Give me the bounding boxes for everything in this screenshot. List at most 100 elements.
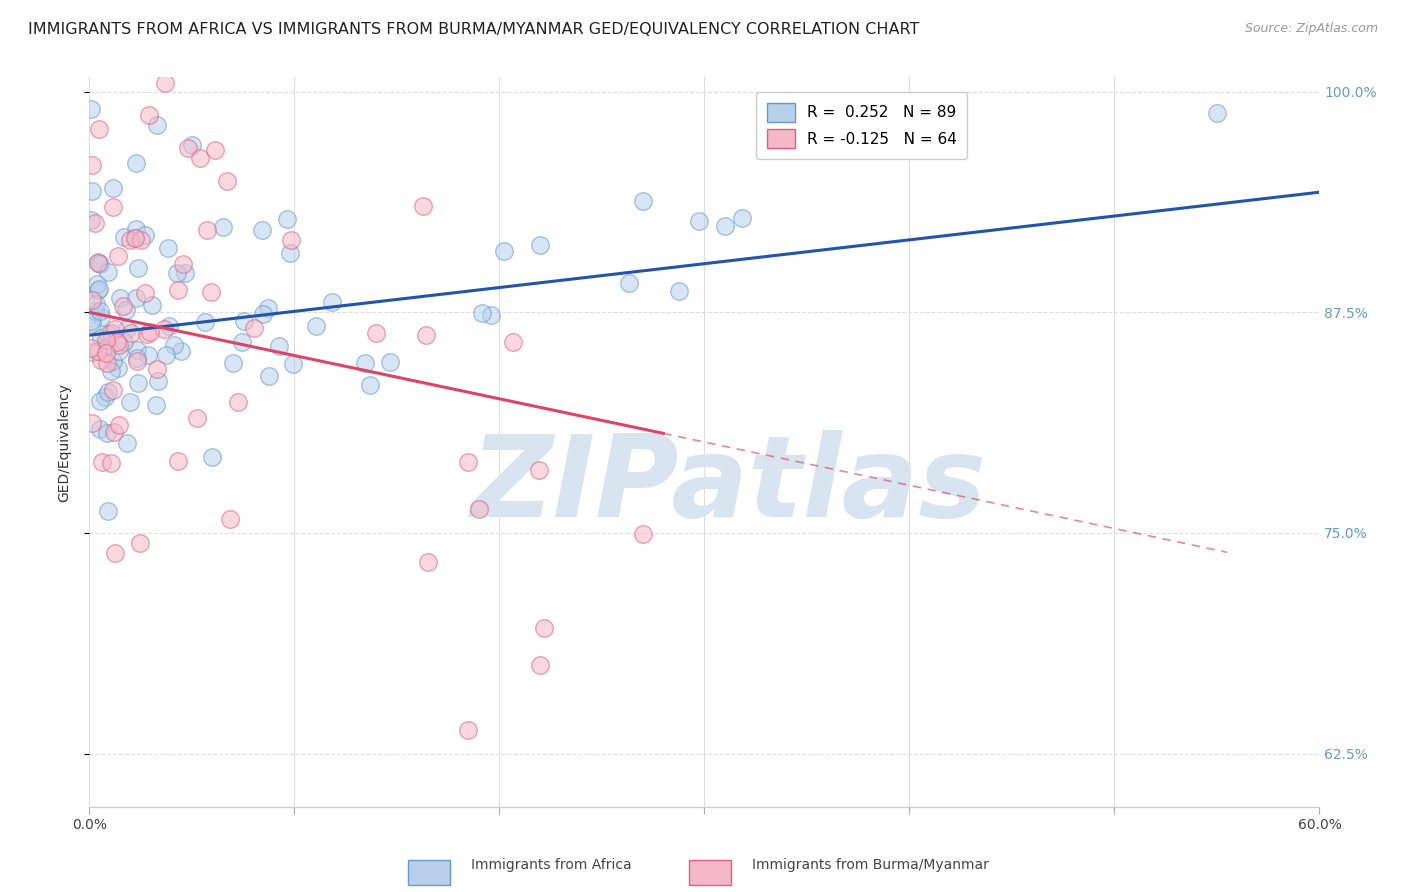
Point bbox=[321, 294, 343, 309]
Point bbox=[89, 257, 111, 271]
Text: Immigrants from Africa: Immigrants from Africa bbox=[471, 858, 631, 872]
Point bbox=[668, 284, 690, 298]
Point bbox=[112, 335, 135, 350]
Point bbox=[125, 353, 148, 368]
Point bbox=[118, 395, 141, 409]
Point bbox=[222, 356, 245, 370]
Point bbox=[533, 621, 555, 635]
Point bbox=[269, 339, 291, 353]
Point bbox=[181, 137, 204, 152]
Point bbox=[527, 463, 550, 477]
Point bbox=[232, 314, 254, 328]
Point bbox=[87, 283, 110, 297]
Point bbox=[619, 277, 641, 291]
Point bbox=[195, 223, 218, 237]
Point bbox=[108, 418, 131, 433]
Point bbox=[112, 299, 135, 313]
Point bbox=[96, 333, 118, 347]
Point bbox=[80, 341, 103, 355]
Point bbox=[139, 325, 162, 339]
Point bbox=[80, 316, 103, 330]
Point bbox=[731, 211, 754, 225]
Point bbox=[170, 344, 193, 359]
Point bbox=[80, 158, 103, 172]
Point bbox=[153, 76, 176, 90]
Point bbox=[124, 231, 146, 245]
Point bbox=[257, 301, 280, 315]
Point bbox=[457, 455, 479, 469]
Point bbox=[83, 304, 105, 318]
Point bbox=[89, 422, 111, 436]
Point bbox=[125, 156, 148, 170]
Point bbox=[127, 376, 149, 390]
Legend: R =  0.252   N = 89, R = -0.125   N = 64: R = 0.252 N = 89, R = -0.125 N = 64 bbox=[756, 93, 967, 159]
Y-axis label: GED/Equivalency: GED/Equivalency bbox=[58, 383, 72, 501]
Point bbox=[1206, 105, 1229, 120]
Point bbox=[136, 348, 159, 362]
Point bbox=[129, 233, 152, 247]
Point bbox=[145, 118, 167, 132]
Point bbox=[215, 174, 238, 188]
Point bbox=[129, 536, 152, 550]
Point bbox=[471, 306, 494, 320]
Point bbox=[166, 266, 188, 280]
Point bbox=[80, 416, 103, 430]
Point bbox=[494, 244, 516, 258]
Point bbox=[93, 390, 115, 404]
Point bbox=[529, 238, 551, 252]
Point bbox=[148, 374, 170, 388]
Point bbox=[120, 326, 142, 341]
Point bbox=[124, 231, 146, 245]
Point bbox=[87, 344, 110, 359]
Point bbox=[84, 297, 107, 311]
Point bbox=[90, 331, 112, 345]
Point bbox=[89, 304, 111, 318]
Point bbox=[103, 425, 125, 439]
Point bbox=[211, 219, 233, 234]
Point bbox=[157, 241, 180, 255]
Point bbox=[529, 657, 551, 672]
Point bbox=[177, 141, 200, 155]
Point bbox=[714, 219, 737, 233]
Point bbox=[127, 260, 149, 275]
Point bbox=[201, 450, 224, 464]
Point bbox=[305, 319, 328, 334]
Point bbox=[631, 527, 654, 541]
Point bbox=[104, 546, 127, 560]
Point bbox=[127, 343, 149, 358]
Point bbox=[82, 184, 104, 198]
Point bbox=[82, 345, 104, 359]
Point bbox=[80, 102, 103, 116]
Point bbox=[97, 385, 120, 400]
Point bbox=[117, 322, 139, 336]
Point bbox=[378, 354, 401, 368]
Point bbox=[87, 282, 110, 296]
Point bbox=[145, 398, 167, 412]
Point bbox=[631, 194, 654, 208]
Point bbox=[112, 230, 135, 244]
Point bbox=[502, 334, 524, 349]
Point bbox=[136, 326, 159, 341]
Point bbox=[101, 200, 124, 214]
Point bbox=[243, 320, 266, 334]
Point bbox=[108, 344, 131, 359]
Point bbox=[101, 354, 124, 368]
Point bbox=[94, 346, 117, 360]
Point bbox=[366, 326, 388, 340]
Point bbox=[125, 222, 148, 236]
Point bbox=[82, 293, 104, 308]
Point bbox=[103, 384, 125, 398]
Point bbox=[412, 199, 434, 213]
Point bbox=[468, 501, 491, 516]
Point bbox=[86, 277, 108, 292]
Point bbox=[86, 255, 108, 269]
Point bbox=[96, 426, 118, 441]
Point bbox=[688, 214, 710, 228]
Point bbox=[107, 337, 129, 351]
Point bbox=[188, 151, 211, 165]
Point bbox=[96, 356, 118, 370]
Point bbox=[89, 393, 111, 408]
Point bbox=[167, 454, 190, 468]
Point bbox=[87, 121, 110, 136]
Point bbox=[157, 319, 180, 334]
